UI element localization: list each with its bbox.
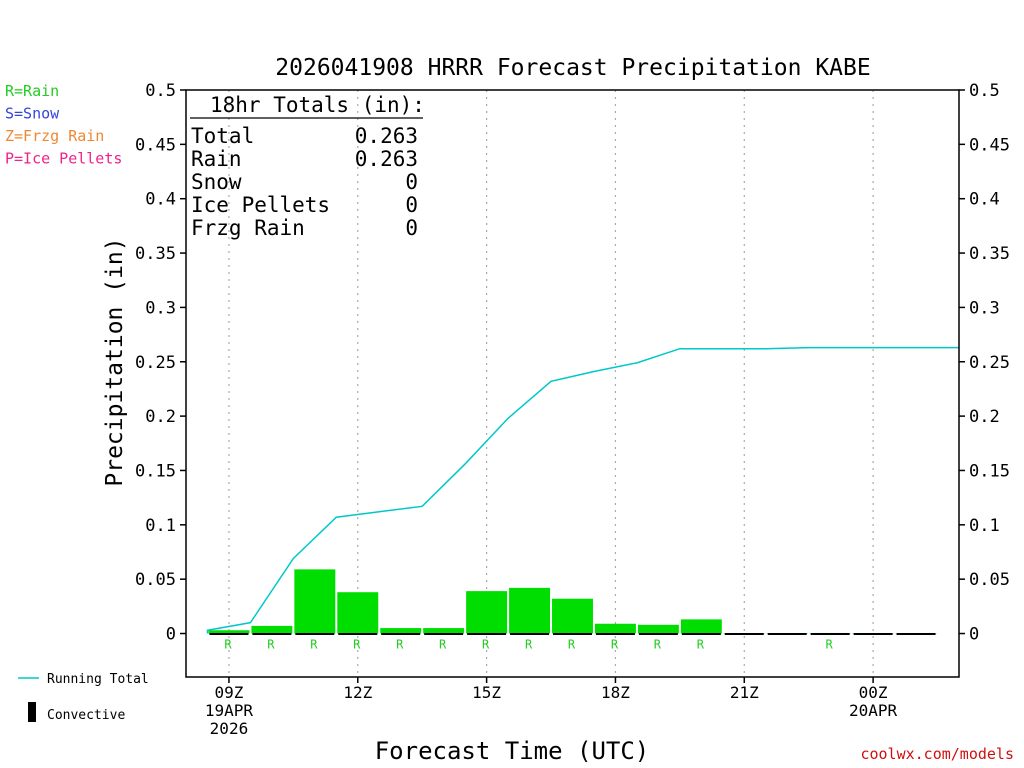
- rain-bar: [423, 628, 465, 634]
- y-tick-label-left: 0.05: [135, 570, 176, 590]
- type-legend-entry: P=Ice Pellets: [5, 150, 122, 168]
- y-tick-label-right: 0: [969, 625, 979, 645]
- plot-frame: [185, 89, 960, 678]
- legend: R=Rain S=Snow Z=Frzg Rain P=Ice Pellets Runn…: [5, 82, 149, 723]
- bar-series: [208, 569, 937, 636]
- totals-heading: 18hr Totals (in):: [210, 93, 425, 117]
- rain-bar: [337, 592, 379, 634]
- precip-type-label: R: [439, 638, 447, 652]
- y-tick-label-right: 0.3: [969, 298, 1000, 318]
- precip-type-label: R: [224, 638, 232, 652]
- precip-type-label: R: [525, 638, 533, 652]
- y-tick-label-left: 0.5: [145, 81, 176, 101]
- y-tick-label-left: 0: [166, 625, 176, 645]
- precip-type-label: R: [310, 638, 318, 652]
- type-legend-entry: Z=Frzg Rain: [5, 127, 104, 145]
- precip-type-label: R: [568, 638, 576, 652]
- y-tick-label-left: 0.1: [145, 516, 176, 536]
- type-legend-entry: S=Snow: [5, 105, 60, 123]
- x-tick-label: 09Z: [214, 683, 243, 702]
- x-tick-label: 20APR: [849, 701, 898, 720]
- totals-row-label: Total: [191, 124, 254, 148]
- precip-type-label: R: [353, 638, 361, 652]
- precip-type-label: R: [396, 638, 404, 652]
- totals-row-value: 0: [405, 216, 418, 240]
- y-tick-label-right: 0.5: [969, 81, 1000, 101]
- rain-bar: [552, 598, 593, 634]
- y-tick-label-right: 0.25: [969, 353, 1010, 373]
- rain-bar: [594, 623, 636, 634]
- y-tick-label-left: 0.15: [135, 461, 176, 481]
- y-axis-label: Precipitation (in): [102, 237, 128, 486]
- precip-type-label: R: [826, 638, 834, 652]
- precip-type-label: R: [482, 638, 490, 652]
- totals-row-value: 0.263: [355, 147, 418, 171]
- precip-type-label: R: [611, 638, 619, 652]
- x-tick-label: 18Z: [601, 683, 630, 702]
- x-tick-label: 19APR: [205, 701, 254, 720]
- totals-row-label: Rain: [191, 147, 242, 171]
- rain-bar: [680, 619, 722, 634]
- convective-legend-swatch: [28, 702, 36, 722]
- credit-text: coolwx.com/models: [860, 745, 1014, 763]
- y-tick-label-right: 0.05: [969, 570, 1010, 590]
- precip-type-label: R: [654, 638, 662, 652]
- y-tick-label-left: 0.25: [135, 353, 176, 373]
- y-tick-label-left: 0.2: [145, 407, 176, 427]
- rain-bar: [509, 587, 551, 634]
- x-tick-label: 2026: [210, 719, 249, 738]
- y-tick-label-right: 0.15: [969, 461, 1010, 481]
- y-tick-label-left: 0.45: [135, 135, 176, 155]
- precip-type-label: R: [697, 638, 705, 652]
- totals-row-label: Frzg Rain: [191, 216, 305, 240]
- totals-row-label: Ice Pellets: [191, 193, 330, 217]
- totals-row-label: Snow: [191, 170, 242, 194]
- y-tick-label-right: 0.4: [969, 190, 1000, 210]
- y-tick-label-right: 0.35: [969, 244, 1010, 264]
- running-total-series: [206, 346, 959, 634]
- y-tick-label-left: 0.3: [145, 298, 176, 318]
- y-tick-label-left: 0.35: [135, 244, 176, 264]
- type-legend-entry: R=Rain: [5, 82, 59, 100]
- totals-row-value: 0: [405, 170, 418, 194]
- y-tick-label-right: 0.1: [969, 516, 1000, 536]
- rain-bar: [208, 630, 250, 634]
- totals-row-value: 0.263: [355, 124, 418, 148]
- x-tick-label: 00Z: [859, 683, 888, 702]
- rain-bar: [637, 624, 679, 634]
- y-tick-label-left: 0.4: [145, 190, 176, 210]
- x-tick-label: 21Z: [730, 683, 759, 702]
- x-tick-label: 15Z: [472, 683, 501, 702]
- totals-box: 18hr Totals (in): Total 0.263 Rain 0.263 Snow…: [190, 93, 425, 240]
- rain-bar: [466, 591, 508, 634]
- x-axis-label: Forecast Time (UTC): [375, 737, 650, 765]
- precip-type-label: R: [267, 638, 275, 652]
- y-tick-label-right: 0.2: [969, 407, 1000, 427]
- rain-bar: [380, 628, 422, 634]
- chart-title: 2026041908 HRRR Forecast Precipitation K…: [275, 55, 870, 81]
- rain-bar: [294, 569, 336, 634]
- totals-row-value: 0: [405, 193, 418, 217]
- line-legend-entry: Convective: [47, 708, 125, 723]
- x-tick-label: 12Z: [343, 683, 372, 702]
- line-legend-entry: Running Total: [47, 672, 149, 687]
- running-total-line: [206, 346, 959, 634]
- axes: 0 00.05 0.050.1 0.10.15 0.150.2 0.20.25 0.250.…: [135, 81, 1010, 738]
- y-tick-label-right: 0.45: [969, 135, 1010, 155]
- rain-bar: [251, 625, 293, 634]
